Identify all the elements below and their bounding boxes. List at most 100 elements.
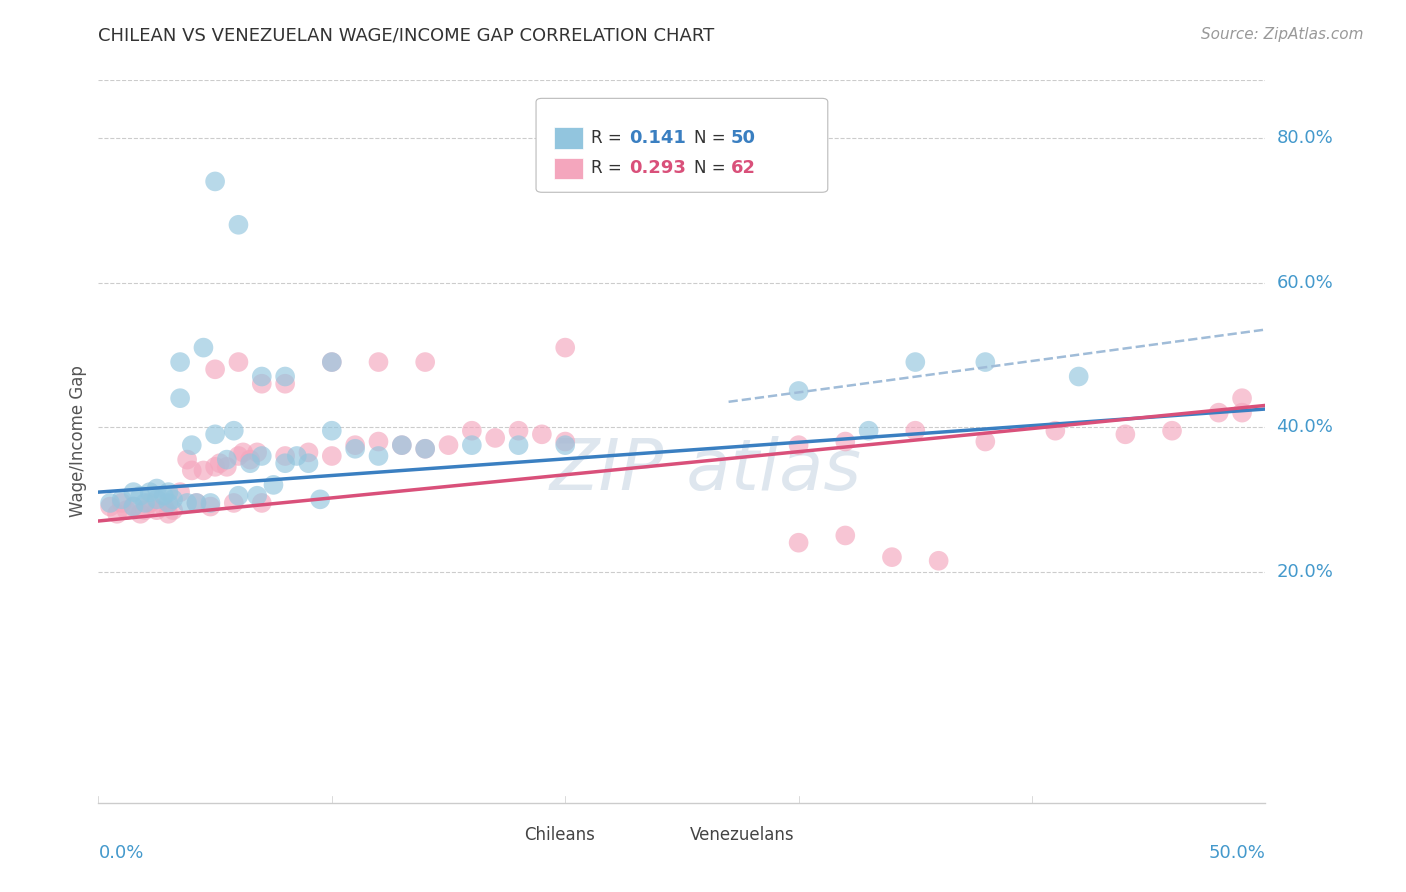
Point [122, 485, 145, 500]
Point [228, 449, 250, 463]
Point [134, 496, 156, 510]
Point [176, 452, 198, 467]
Point [285, 449, 308, 463]
Point [274, 449, 297, 463]
Point [974, 434, 997, 449]
Text: 50: 50 [731, 129, 756, 147]
Point [880, 550, 903, 565]
Point [309, 492, 332, 507]
Point [1067, 369, 1090, 384]
FancyBboxPatch shape [494, 827, 519, 843]
FancyBboxPatch shape [536, 98, 828, 193]
Text: 40.0%: 40.0% [1277, 418, 1333, 436]
Point [274, 456, 297, 470]
Point [250, 496, 273, 510]
Point [1230, 406, 1253, 420]
Point [246, 489, 269, 503]
Text: 60.0%: 60.0% [1277, 274, 1333, 292]
Point [204, 459, 226, 474]
Text: CHILEAN VS VENEZUELAN WAGE/INCOME GAP CORRELATION CHART: CHILEAN VS VENEZUELAN WAGE/INCOME GAP CO… [98, 27, 714, 45]
Point [437, 438, 460, 452]
Point [152, 500, 174, 514]
Point [297, 456, 319, 470]
Point [157, 496, 180, 510]
Point [169, 485, 191, 500]
Point [928, 554, 950, 568]
Point [530, 427, 553, 442]
Point [228, 489, 250, 503]
Point [904, 355, 927, 369]
Point [146, 492, 169, 507]
Point [200, 500, 222, 514]
Point [484, 431, 506, 445]
Point [974, 355, 997, 369]
Point [413, 355, 436, 369]
Point [461, 424, 484, 438]
Point [162, 492, 184, 507]
Point [787, 438, 810, 452]
Point [1045, 424, 1067, 438]
Point [193, 341, 215, 355]
Point [157, 507, 180, 521]
Point [1230, 391, 1253, 405]
Point [239, 456, 262, 470]
Point [134, 503, 156, 517]
Point [186, 496, 208, 510]
Point [554, 438, 576, 452]
Text: Source: ZipAtlas.com: Source: ZipAtlas.com [1201, 27, 1364, 42]
Point [321, 355, 343, 369]
FancyBboxPatch shape [554, 128, 582, 149]
Point [250, 369, 273, 384]
Point [193, 463, 215, 477]
Point [344, 442, 367, 456]
Point [250, 449, 273, 463]
Point [858, 424, 880, 438]
Point [367, 434, 389, 449]
Point [321, 424, 343, 438]
Point [1161, 424, 1184, 438]
Point [129, 489, 152, 503]
Text: R =: R = [591, 129, 621, 147]
Point [262, 478, 284, 492]
Point [391, 438, 413, 452]
Point [246, 445, 269, 459]
Point [413, 442, 436, 456]
Point [215, 452, 238, 467]
Y-axis label: Wage/Income Gap: Wage/Income Gap [69, 366, 87, 517]
Point [146, 503, 169, 517]
Point [111, 492, 134, 507]
Point [367, 449, 389, 463]
Point [297, 445, 319, 459]
Point [554, 341, 576, 355]
Point [215, 459, 238, 474]
Point [834, 528, 856, 542]
Point [904, 424, 927, 438]
Point [98, 500, 121, 514]
Point [274, 376, 297, 391]
Point [321, 449, 343, 463]
Text: 62: 62 [731, 160, 756, 178]
Point [200, 496, 222, 510]
Point [169, 391, 191, 405]
Text: 50.0%: 50.0% [1209, 845, 1265, 863]
Point [274, 369, 297, 384]
Text: ZIP atlas: ZIP atlas [550, 436, 862, 505]
Point [508, 438, 530, 452]
Point [139, 496, 162, 510]
Point [367, 355, 389, 369]
Point [111, 496, 134, 510]
Point [222, 424, 245, 438]
Point [180, 463, 202, 477]
Point [508, 424, 530, 438]
Point [186, 496, 208, 510]
Point [169, 355, 191, 369]
Point [228, 218, 250, 232]
Point [162, 503, 184, 517]
Point [157, 485, 180, 500]
Point [146, 482, 169, 496]
Point [129, 507, 152, 521]
Point [152, 489, 174, 503]
Point [122, 500, 145, 514]
Text: 20.0%: 20.0% [1277, 563, 1333, 581]
Point [180, 438, 202, 452]
